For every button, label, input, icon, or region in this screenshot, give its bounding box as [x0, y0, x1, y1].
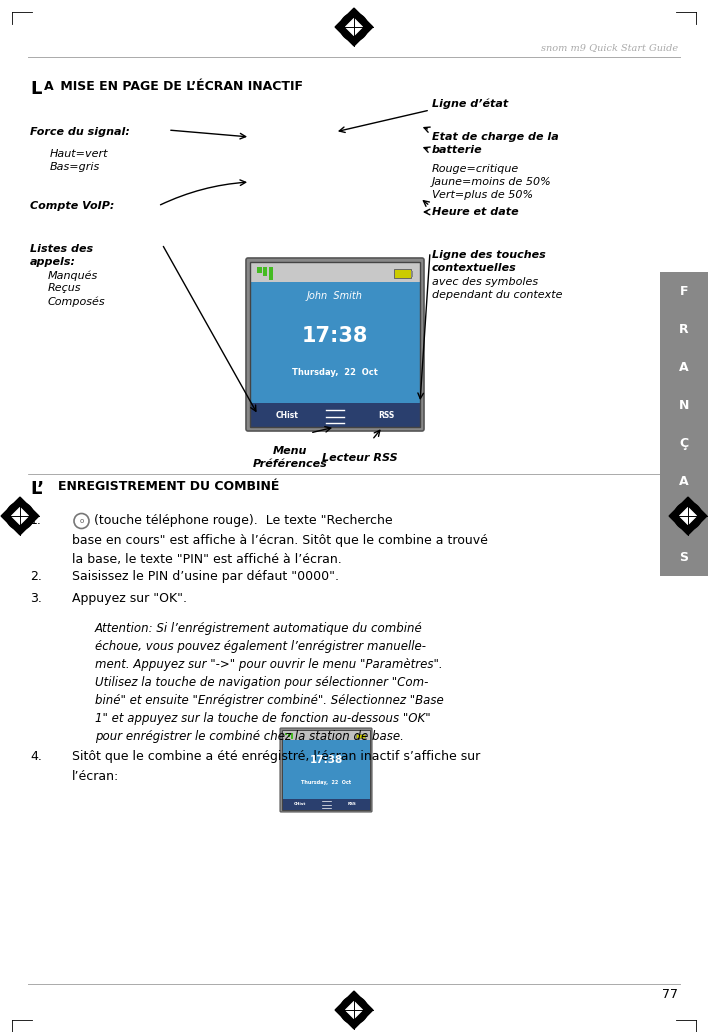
- Polygon shape: [335, 991, 373, 1029]
- Text: Etat de charge de la
batterie: Etat de charge de la batterie: [432, 132, 559, 155]
- Text: I: I: [682, 513, 686, 525]
- Text: ENREGISTREMENT DU COMBINÉ: ENREGISTREMENT DU COMBINÉ: [58, 480, 280, 493]
- Text: Utilisez la touche de navigation pour sélectionner "Com-: Utilisez la touche de navigation pour sé…: [95, 676, 428, 689]
- Text: Lecteur RSS: Lecteur RSS: [322, 453, 398, 463]
- Text: Sitôt que le combine a été enrégistré, l’écran inactif s’affiche sur: Sitôt que le combine a été enrégistré, l…: [72, 750, 480, 763]
- Text: CHist: CHist: [293, 802, 306, 806]
- Bar: [282, 730, 370, 740]
- Text: snom m9 Quick Start Guide: snom m9 Quick Start Guide: [541, 43, 678, 52]
- Text: CHist: CHist: [276, 411, 299, 419]
- Bar: [257, 267, 261, 272]
- Text: 2.: 2.: [30, 570, 42, 583]
- Bar: [394, 269, 411, 278]
- Text: Ç: Ç: [680, 437, 689, 450]
- Bar: [282, 730, 370, 810]
- Text: Force du signal:: Force du signal:: [30, 127, 130, 137]
- Text: 4.: 4.: [30, 750, 42, 763]
- Text: A: A: [679, 475, 689, 487]
- Text: A: A: [44, 80, 54, 93]
- Bar: [250, 282, 420, 404]
- Text: Rouge=critique
Jaune=moins de 50%
Vert=plus de 50%: Rouge=critique Jaune=moins de 50% Vert=p…: [432, 164, 552, 199]
- Text: MISE EN PAGE DE L’ÉCRAN INACTIF: MISE EN PAGE DE L’ÉCRAN INACTIF: [56, 80, 303, 93]
- Bar: [288, 733, 290, 737]
- Text: la base, le texte "PIN" est affiché à l’écran.: la base, le texte "PIN" est affiché à l’…: [72, 553, 342, 566]
- Text: A: A: [679, 360, 689, 374]
- Bar: [282, 740, 370, 799]
- Text: pour enrégistrer le combiné chez la station de base.: pour enrégistrer le combiné chez la stat…: [95, 730, 404, 743]
- Bar: [411, 270, 413, 277]
- Bar: [660, 272, 708, 310]
- Text: N: N: [679, 398, 689, 412]
- Text: Haut=vert
Bas=gris: Haut=vert Bas=gris: [50, 149, 108, 171]
- Text: 3.: 3.: [30, 592, 42, 605]
- Text: 17:38: 17:38: [309, 755, 343, 766]
- Bar: [282, 799, 370, 810]
- Text: RSS: RSS: [378, 411, 394, 419]
- Polygon shape: [335, 8, 373, 45]
- Text: (touche téléphone rouge).  Le texte "Recherche: (touche téléphone rouge). Le texte "Rech…: [94, 514, 393, 527]
- Text: Menu
Préférences: Menu Préférences: [253, 446, 327, 470]
- Text: Appuyez sur "OK".: Appuyez sur "OK".: [72, 592, 187, 605]
- Text: avec des symboles
dependant du contexte: avec des symboles dependant du contexte: [432, 277, 562, 300]
- Bar: [250, 404, 420, 427]
- Text: 77: 77: [662, 988, 678, 1001]
- Text: Heure et date: Heure et date: [432, 207, 519, 217]
- Text: RSS: RSS: [348, 802, 357, 806]
- Polygon shape: [346, 19, 362, 35]
- FancyBboxPatch shape: [246, 258, 424, 431]
- Bar: [268, 267, 273, 280]
- Text: Listes des
appels:: Listes des appels:: [30, 244, 93, 267]
- Polygon shape: [346, 1002, 362, 1019]
- Bar: [250, 262, 420, 427]
- Bar: [660, 386, 708, 424]
- Text: S: S: [680, 550, 688, 563]
- Text: Ligne d’état: Ligne d’état: [432, 99, 508, 109]
- Polygon shape: [11, 508, 28, 524]
- Text: Compte VoIP:: Compte VoIP:: [30, 201, 115, 211]
- Polygon shape: [680, 508, 697, 524]
- Polygon shape: [669, 497, 707, 535]
- Bar: [660, 462, 708, 499]
- Bar: [250, 262, 420, 282]
- Text: biné" et ensuite "Enrégistrer combiné". Sélectionnez "Base: biné" et ensuite "Enrégistrer combiné". …: [95, 694, 444, 707]
- Text: 17:38: 17:38: [302, 326, 368, 347]
- Bar: [660, 499, 708, 538]
- Text: l’écran:: l’écran:: [72, 770, 119, 783]
- Text: L’: L’: [30, 480, 44, 498]
- Text: 1.: 1.: [30, 514, 42, 527]
- Bar: [263, 267, 268, 276]
- Text: Manqués
Reçus
Composés: Manqués Reçus Composés: [48, 270, 105, 307]
- Text: Saisissez le PIN d’usine par défaut "0000".: Saisissez le PIN d’usine par défaut "000…: [72, 570, 339, 583]
- Text: base en cours" est affiche à l’écran. Sitôt que le combine a trouvé: base en cours" est affiche à l’écran. Si…: [72, 534, 488, 547]
- Bar: [356, 734, 365, 738]
- Text: R: R: [679, 323, 689, 335]
- Text: L: L: [30, 80, 41, 98]
- FancyBboxPatch shape: [280, 728, 372, 812]
- Text: ment. Appuyez sur "->" pour ouvrir le menu "Paramètres".: ment. Appuyez sur "->" pour ouvrir le me…: [95, 658, 442, 671]
- Text: Thursday,  22  Oct: Thursday, 22 Oct: [301, 779, 351, 784]
- Bar: [660, 424, 708, 462]
- Text: o: o: [79, 518, 84, 524]
- Bar: [285, 733, 287, 735]
- Bar: [660, 310, 708, 348]
- Bar: [660, 538, 708, 576]
- Text: Attention: Si l’enrégistrement automatique du combiné: Attention: Si l’enrégistrement automatiq…: [95, 622, 423, 635]
- Text: 1" et appuyez sur la touche de fonction au-dessous "OK": 1" et appuyez sur la touche de fonction …: [95, 712, 430, 725]
- Text: échoue, vous pouvez également l’enrégistrer manuelle-: échoue, vous pouvez également l’enrégist…: [95, 640, 426, 653]
- Polygon shape: [1, 497, 39, 535]
- Text: F: F: [680, 285, 688, 297]
- Bar: [660, 348, 708, 386]
- Bar: [291, 733, 293, 739]
- Text: Thursday,  22  Oct: Thursday, 22 Oct: [292, 368, 378, 378]
- Text: Ligne des touches
contextuelles: Ligne des touches contextuelles: [432, 250, 546, 273]
- Text: John  Smith: John Smith: [307, 291, 363, 301]
